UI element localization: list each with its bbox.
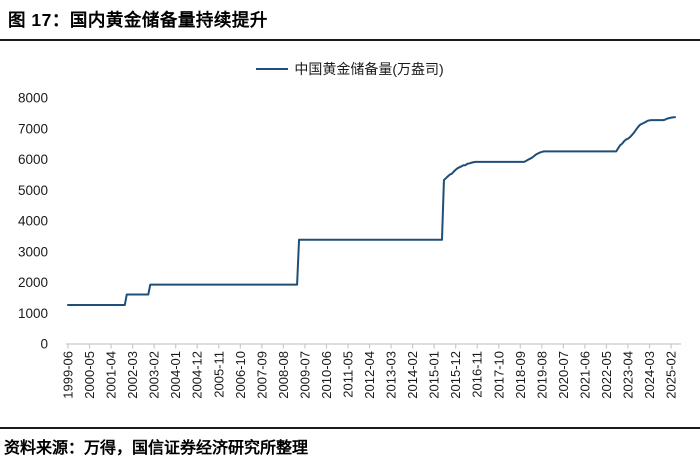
x-axis-tick-label: 2014-02 (405, 351, 420, 399)
x-axis-tick-label: 1999-06 (61, 351, 76, 399)
x-axis-tick-label: 2017-10 (491, 351, 506, 399)
y-axis-tick-label: 2000 (18, 275, 48, 290)
x-axis-tick-label: 2012-04 (362, 351, 377, 399)
x-axis-tick-label: 2001-04 (104, 351, 119, 399)
x-axis-tick-label: 2005-11 (211, 351, 226, 398)
x-axis-tick-label: 2006-10 (233, 351, 248, 399)
x-axis-tick-label: 2025-02 (664, 351, 679, 399)
y-axis-tick-label: 5000 (18, 183, 48, 198)
x-axis-tick-label: 2020-07 (556, 351, 571, 399)
y-axis-tick-label: 3000 (18, 244, 48, 259)
x-axis-tick-label: 2002-03 (125, 351, 140, 399)
x-axis-tick-label: 2011-05 (341, 351, 356, 398)
x-axis-tick-label: 2008-08 (276, 351, 291, 399)
figure-title: 图 17：国内黄金储备量持续提升 (8, 10, 268, 30)
y-axis-tick-label: 4000 (18, 214, 48, 229)
legend-label: 中国黄金储备量(万盎司) (294, 61, 444, 77)
x-axis-tick-label: 2015-12 (448, 351, 463, 399)
y-axis-tick-label: 1000 (18, 306, 48, 321)
x-axis-tick-label: 2009-07 (297, 351, 312, 399)
x-axis-tick-label: 2016-11 (470, 351, 485, 398)
x-axis-tick-label: 2000-05 (82, 351, 97, 399)
x-axis-tick-label: 2015-01 (427, 351, 442, 399)
x-axis-tick-label: 2019-08 (534, 351, 549, 399)
x-axis-tick-label: 2021-06 (577, 351, 592, 399)
x-axis-tick-label: 2013-03 (384, 351, 399, 399)
x-axis-tick-label: 2003-02 (147, 351, 162, 399)
x-axis-tick-label: 2004-12 (190, 351, 205, 399)
source-note: 资料来源：万得，国信证券经济研究所整理 (4, 440, 309, 457)
x-axis-tick-label: 2022-05 (599, 351, 614, 399)
title-divider (0, 39, 700, 41)
chart-legend: 中国黄金储备量(万盎司) (0, 59, 700, 79)
x-axis-tick-label: 2023-04 (621, 351, 636, 399)
x-axis-tick-label: 2018-09 (513, 351, 528, 399)
x-axis-tick-label: 2010-06 (319, 351, 334, 399)
x-axis-tick-label: 2007-09 (254, 351, 269, 399)
y-axis-tick-label: 7000 (18, 121, 48, 136)
x-axis-tick-label: 2004-01 (168, 351, 183, 399)
legend-line-swatch (256, 68, 289, 70)
x-axis-tick-label: 2024-03 (642, 351, 657, 399)
gold-reserves-line (67, 116, 676, 307)
y-axis-tick-label: 0 (40, 337, 48, 352)
y-axis-tick-label: 8000 (18, 91, 48, 106)
footer-divider (0, 427, 700, 429)
y-axis-tick-label: 6000 (18, 152, 48, 167)
